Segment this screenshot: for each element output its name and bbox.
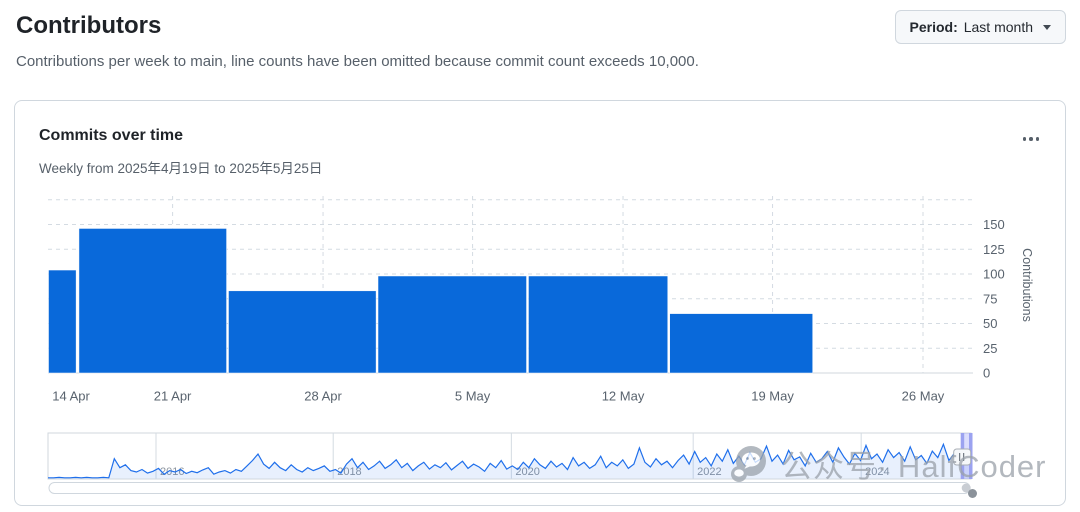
x-tick-label: 12 May [602,389,645,404]
x-tick-label: 28 Apr [304,389,342,404]
kebab-dot [1022,137,1026,141]
period-dropdown-button[interactable]: Period: Last month [894,10,1066,44]
card-subtitle: Weekly from 2025年4月19日 to 2025年5月25日 [39,161,323,176]
x-tick-label: 19 May [751,389,794,404]
y-tick-label: 125 [983,242,1005,257]
chevron-down-icon [1043,24,1051,30]
brush-year-label: 2020 [515,466,539,478]
y-tick-label: 75 [983,291,997,306]
kebab-dot [1029,137,1033,141]
commits-chart: 0 25 50 75 100 125 150 14 Apr 21 Apr 28 Apr 5 May 1… [47,196,1034,498]
brush-scrollbar-thumb[interactable] [961,483,971,493]
card-title: Commits over time [39,127,184,144]
brush-year-label: 2016 [160,466,184,478]
page-subtitle: Contributions per week to main, line cou… [16,53,699,70]
brush-year-label: 2022 [697,466,721,478]
commit-bar-12-may[interactable] [528,275,669,374]
x-tick-label: 5 May [455,389,491,404]
y-axis-title: Contributions [1020,248,1034,322]
brush-scrollbar-track[interactable] [48,482,971,494]
y-tick-label: 100 [983,267,1005,282]
kebab-menu-button[interactable] [1019,133,1044,145]
y-tick-label: 0 [983,366,990,381]
brush-grip-handle[interactable] [953,448,972,466]
y-tick-label: 25 [983,341,997,356]
y-tick-label: 150 [983,217,1005,232]
x-tick-label: 14 Apr [52,389,90,404]
commits-over-time-card: 0 25 50 75 100 125 150 14 Apr 21 Apr 28 Apr 5 May 1… [14,100,1066,506]
brush-line-series [48,442,972,479]
kebab-dot [1035,137,1039,141]
period-value: Last month [963,19,1033,35]
brush-drag-knob[interactable] [968,489,977,498]
commit-bar-28-apr[interactable] [228,290,377,374]
commit-bar-19-may[interactable] [669,313,813,374]
brush-frame [47,432,972,480]
commit-bar-5-may[interactable] [377,275,527,374]
page-title: Contributors [16,12,162,39]
x-tick-label: 26 May [902,389,945,404]
commit-bar-21-apr[interactable] [78,228,227,374]
x-tick-label: 21 Apr [154,389,192,404]
commit-bar-14-apr[interactable] [48,269,77,374]
period-label: Period: [909,19,958,35]
brush-year-label: 2024 [865,466,889,478]
y-tick-label: 50 [983,316,997,331]
